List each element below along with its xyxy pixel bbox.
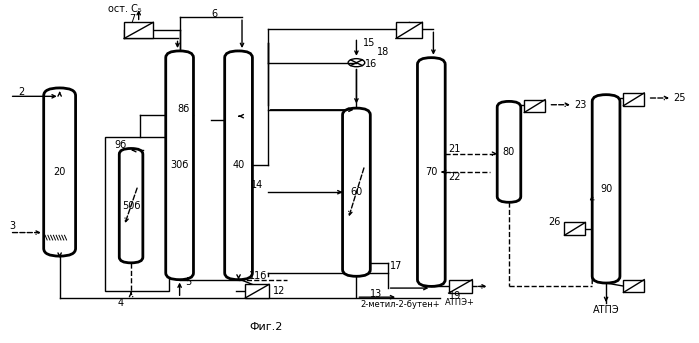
FancyBboxPatch shape [166,51,194,280]
FancyBboxPatch shape [224,51,252,280]
Bar [524,100,545,113]
Text: 20: 20 [53,167,66,177]
Text: ост. С₅: ост. С₅ [108,4,142,14]
FancyBboxPatch shape [417,58,445,286]
Bar [124,22,153,38]
Text: 12: 12 [273,286,285,296]
Text: 8б: 8б [178,104,190,114]
Text: 14: 14 [251,180,264,190]
Bar [106,137,169,292]
Text: 3: 3 [10,221,16,231]
Text: 17: 17 [390,261,402,271]
Text: 5: 5 [185,277,192,287]
Text: 4: 4 [117,297,124,308]
Text: АТПЭ+: АТПЭ+ [445,298,475,307]
Text: 22: 22 [449,172,461,182]
FancyBboxPatch shape [44,88,75,256]
Text: 30б: 30б [171,160,189,170]
FancyBboxPatch shape [497,102,521,202]
Text: 21: 21 [449,144,461,154]
Bar [624,280,644,293]
Text: 15: 15 [363,37,376,47]
Text: 80: 80 [503,147,515,157]
Text: 19: 19 [449,292,461,301]
FancyBboxPatch shape [120,149,143,263]
Text: 7: 7 [129,14,135,24]
Text: 50б: 50б [122,201,140,211]
Text: 2: 2 [18,87,24,97]
Text: Фиг.2: Фиг.2 [250,322,283,332]
Text: 9б: 9б [115,140,127,150]
Text: 11б: 11б [249,271,267,281]
Bar [565,223,585,235]
Text: 90: 90 [600,184,612,194]
Text: 23: 23 [574,100,586,110]
Text: 6: 6 [211,9,217,19]
Text: 13: 13 [370,289,382,299]
Text: 18: 18 [377,47,389,57]
FancyBboxPatch shape [592,95,620,283]
Text: 26: 26 [549,217,561,227]
Text: 25: 25 [673,93,686,103]
Text: АТПЭ: АТПЭ [593,305,619,315]
FancyBboxPatch shape [343,108,370,276]
Text: 16: 16 [365,59,377,69]
Text: 60: 60 [350,187,363,197]
Text: 70: 70 [425,167,438,177]
Text: 40: 40 [233,160,245,170]
Text: 2-метил-2-бутен+: 2-метил-2-бутен+ [360,300,440,309]
Bar [449,280,473,293]
Bar [624,93,644,106]
Bar [245,284,269,298]
Bar [396,22,422,38]
